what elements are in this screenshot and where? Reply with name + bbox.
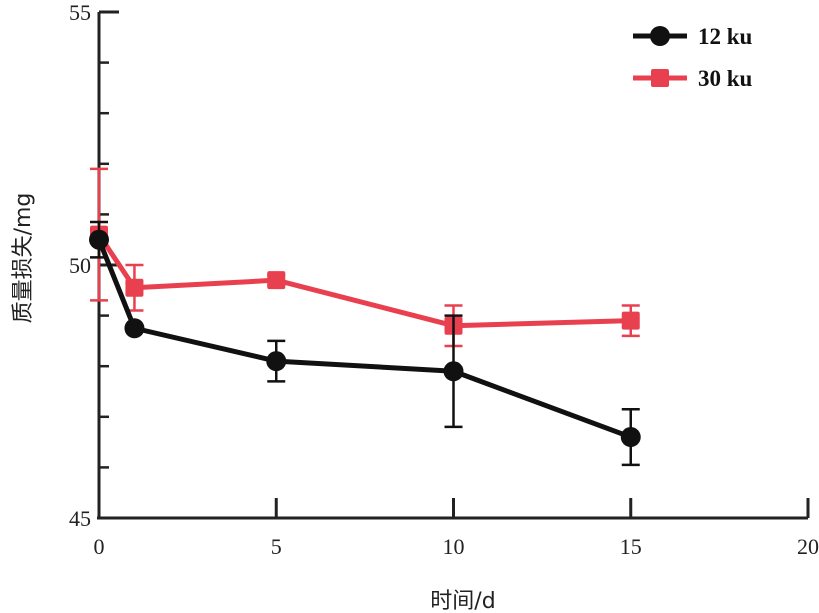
y-axis-title: 质量损失/mg bbox=[11, 193, 36, 324]
x-tick-label: 10 bbox=[443, 534, 465, 559]
data-point bbox=[89, 229, 109, 250]
series-line bbox=[96, 233, 631, 329]
data-point bbox=[267, 271, 286, 290]
x-axis-title: 时间/d bbox=[430, 589, 495, 613]
data-point bbox=[620, 427, 641, 448]
x-tick-label: 5 bbox=[271, 534, 282, 559]
legend-item: 12 ku bbox=[633, 24, 753, 49]
legend-marker bbox=[651, 69, 669, 87]
legend-label: 12 ku bbox=[698, 24, 753, 49]
y-tick-label: 55 bbox=[69, 0, 91, 25]
x-tick-label: 15 bbox=[620, 534, 642, 559]
y-tick-label: 50 bbox=[69, 253, 91, 278]
legend-item: 30 ku bbox=[633, 66, 753, 91]
data-point bbox=[124, 318, 145, 339]
axes: 0 5 10 15 20 45 50 55 bbox=[69, 0, 819, 559]
x-tick-label: 20 bbox=[797, 534, 819, 559]
y-tick-label: 45 bbox=[69, 506, 91, 531]
data-point bbox=[621, 311, 640, 330]
legend-label: 30 ku bbox=[698, 66, 753, 91]
series-line bbox=[96, 238, 632, 440]
series-12-ku bbox=[89, 220, 641, 467]
legend: 12 ku 30 ku bbox=[633, 24, 753, 91]
data-point bbox=[125, 278, 144, 297]
x-tick-label: 0 bbox=[94, 534, 105, 559]
legend-marker bbox=[650, 26, 670, 46]
data-point bbox=[266, 351, 287, 372]
series-30-ku bbox=[90, 167, 640, 348]
series-layer bbox=[89, 167, 641, 467]
data-point bbox=[443, 361, 464, 382]
